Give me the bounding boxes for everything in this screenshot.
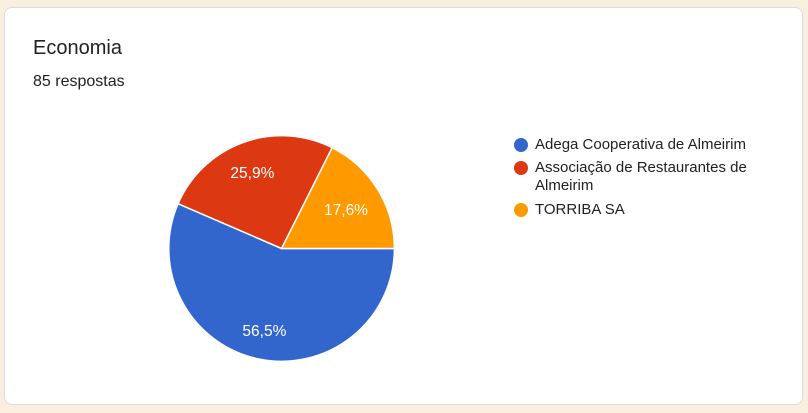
svg-text:17,6%: 17,6% xyxy=(324,202,368,219)
svg-text:25,9%: 25,9% xyxy=(230,165,274,182)
svg-text:56,5%: 56,5% xyxy=(242,323,286,340)
